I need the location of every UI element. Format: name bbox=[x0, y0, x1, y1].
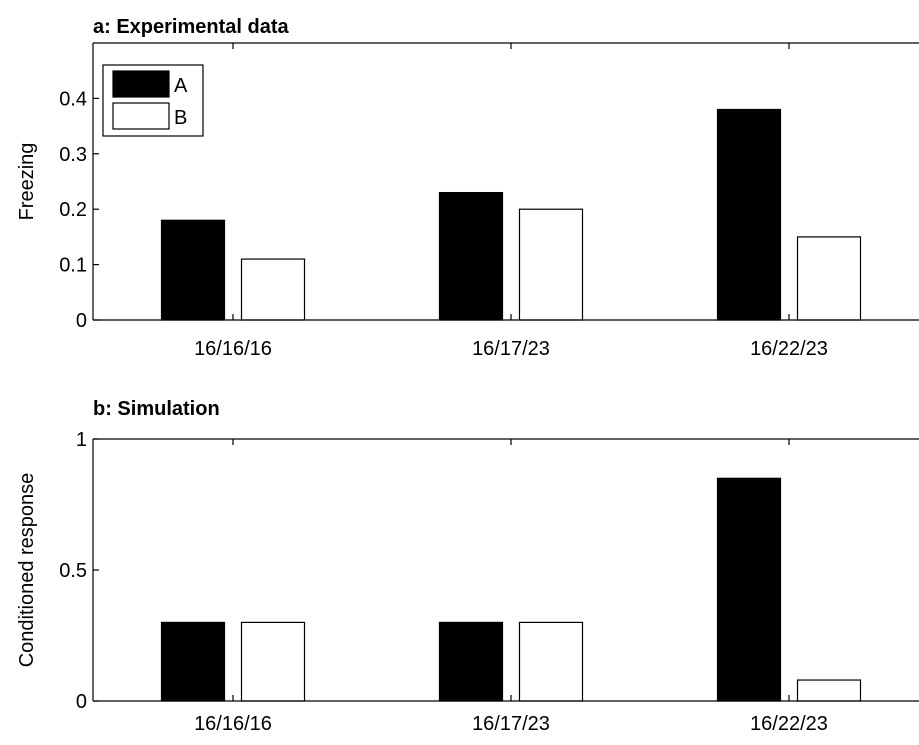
legend-label-b: B bbox=[174, 107, 187, 129]
chart-title: b: Simulation bbox=[93, 398, 220, 420]
y-tick-label: 1 bbox=[76, 429, 87, 451]
panel-b: b: Simulation Conditioned response 0 0.5 1 16… bbox=[16, 398, 919, 735]
bar-series2-3 bbox=[796, 679, 862, 702]
x-tick-label: 16/22/23 bbox=[750, 713, 828, 735]
bar-series2-2 bbox=[518, 621, 584, 702]
y-tick-label: 0.1 bbox=[59, 255, 87, 277]
y-tick-label: 0.3 bbox=[59, 144, 87, 166]
y-tick-label: 0.4 bbox=[59, 88, 87, 110]
legend-label-a: A bbox=[174, 75, 188, 97]
legend-swatch-b bbox=[112, 102, 170, 130]
y-axis-label: Freezing bbox=[16, 143, 38, 221]
x-tick-label: 16/16/16 bbox=[194, 713, 272, 735]
x-tick-label: 16/17/23 bbox=[472, 713, 550, 735]
legend-swatch-a bbox=[112, 70, 170, 98]
bar-b-2 bbox=[518, 208, 584, 321]
bar-a-1 bbox=[160, 219, 226, 321]
legend: AB bbox=[102, 64, 204, 137]
bar-b-3 bbox=[796, 236, 862, 321]
y-tick-label: 0 bbox=[76, 310, 87, 332]
y-tick-label: 0.2 bbox=[59, 199, 87, 221]
bar-a-3 bbox=[716, 108, 782, 321]
bar-series1-2 bbox=[438, 621, 504, 702]
y-tick-label: 0.5 bbox=[59, 560, 87, 582]
y-tick-label: 0 bbox=[76, 691, 87, 713]
y-axis-label: Conditioned response bbox=[16, 473, 38, 668]
bar-b-1 bbox=[240, 258, 306, 321]
bar-series2-1 bbox=[240, 621, 306, 702]
bar-series1-1 bbox=[160, 621, 226, 702]
x-tick-label: 16/16/16 bbox=[194, 338, 272, 360]
chart-title: a: Experimental data bbox=[93, 16, 290, 38]
x-tick-label: 16/17/23 bbox=[472, 338, 550, 360]
bar-a-2 bbox=[438, 191, 504, 321]
x-tick-label: 16/22/23 bbox=[750, 338, 828, 360]
panel-a: a: Experimental data Freezing 0 0.1 0.2 0.3 0.… bbox=[16, 16, 919, 360]
bar-series1-3 bbox=[716, 477, 782, 702]
